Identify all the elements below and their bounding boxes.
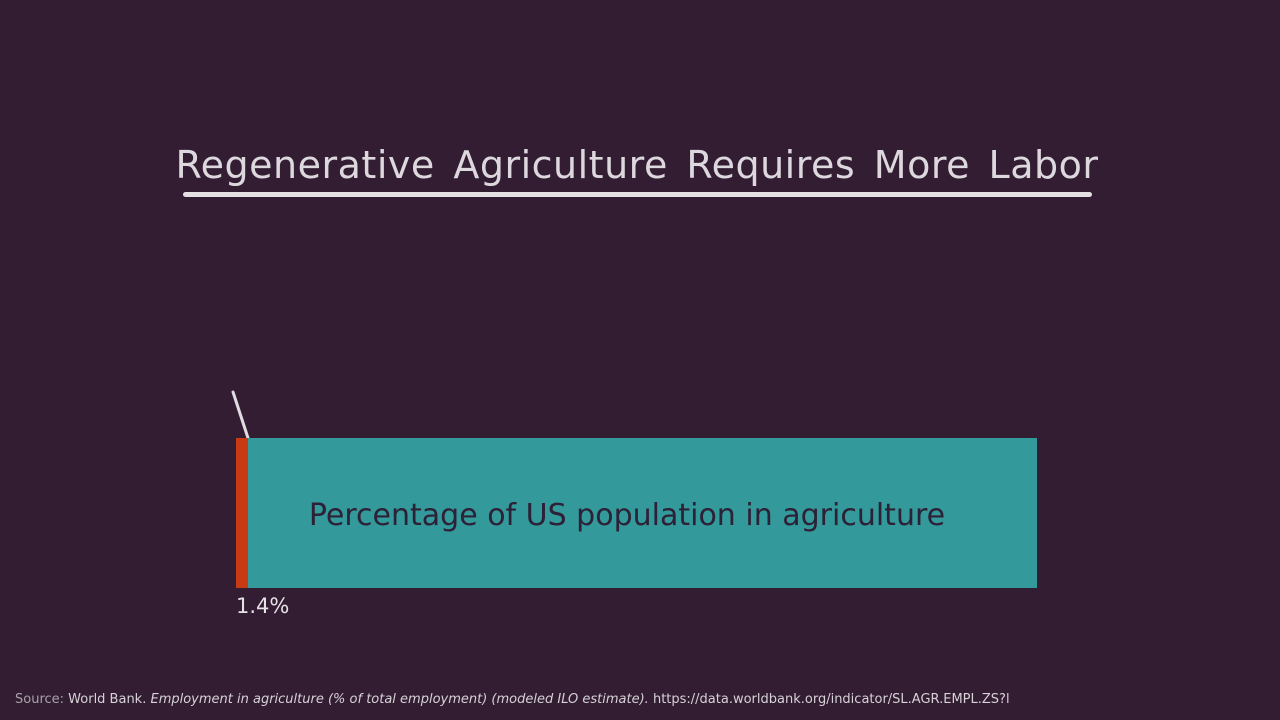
bar-group — [236, 438, 1037, 588]
chart-title: Regenerative Agriculture Requires More L… — [175, 143, 1099, 187]
bar-label: Percentage of US population in agricultu… — [309, 498, 945, 533]
title-underline — [183, 192, 1092, 197]
source-prefix: Source: — [15, 692, 65, 707]
source-title: Employment in agriculture (% of total em… — [150, 692, 649, 707]
value-label: 1.4% — [236, 594, 289, 618]
source-note: Source: World Bank. Employment in agricu… — [15, 692, 1025, 707]
source-org: World Bank. — [68, 692, 147, 707]
pointer-line — [231, 390, 250, 440]
bar-segment-0 — [236, 438, 248, 588]
source-url[interactable]: https://data.worldbank.org/indicator/SL.… — [652, 692, 1010, 707]
bar-segment-1 — [248, 438, 1037, 588]
